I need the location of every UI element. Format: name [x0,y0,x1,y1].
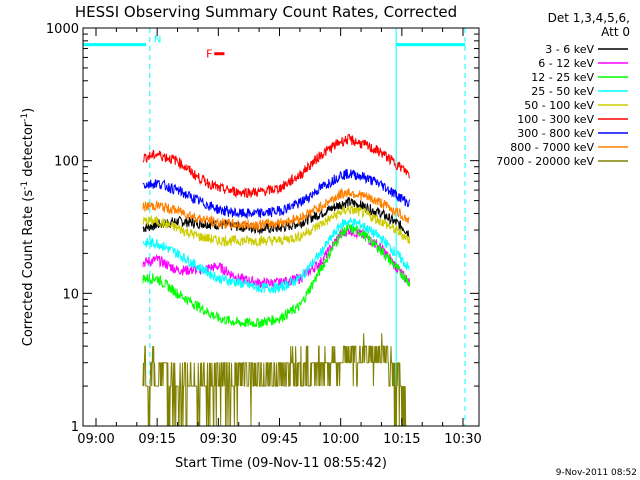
saa-label: N [154,34,161,45]
x-tick-label-5: 10:15 [383,432,420,447]
x-tick-label-0: 09:00 [77,432,114,447]
series-5 [142,133,411,199]
x-axis: 09:00 09:15 09:30 09:45 10:00 10:15 10:30 [77,28,482,447]
legend-label-4: 50 - 100 keV [524,99,594,112]
series-3 [142,217,411,295]
legend-label-2: 12 - 25 keV [531,71,594,84]
x-tick-label-4: 10:00 [322,432,359,447]
legend-header-line2: Att 0 [601,25,630,39]
series-4 [142,204,411,248]
legend-label-6: 300 - 800 keV [517,127,594,140]
series-line-0 [142,197,410,239]
legend-label-8: 7000 - 20000 keV [496,155,594,168]
legend-label-5: 100 - 300 keV [517,113,594,126]
series-line-3 [142,217,411,295]
series-line-4 [142,204,411,248]
series-6 [142,168,411,220]
legend-label-0: 3 - 6 keV [545,43,594,56]
flare-label: F [206,47,212,60]
x-axis-label: Start Time (09-Nov-11 08:55:42) [175,456,387,471]
x-tick-label-1: 09:15 [138,432,175,447]
x-tick-label-3: 09:45 [261,432,298,447]
series-line-6 [142,168,411,220]
chart-title: HESSI Observing Summary Count Rates, Cor… [75,3,457,21]
plot-frame [82,27,480,427]
series-line-5 [142,133,411,199]
series-7 [142,187,410,232]
x-tick-label-6: 10:30 [444,432,481,447]
legend-header-line1: Det 1,3,4,5,6, [548,11,630,25]
y-tick-label-3: 1000 [46,22,79,37]
series-0 [142,197,410,239]
y-axis-label: Corrected Count Rate (s-1 detector-1) [20,108,36,346]
y-tick-label-2: 100 [54,155,79,170]
y-tick-label-1: 10 [62,287,79,302]
series-line-2 [142,223,411,329]
y-tick-label-0: 1 [71,420,79,435]
legend-label-1: 6 - 12 keV [538,57,594,70]
series-2 [142,223,411,329]
legend-label-7: 800 - 7000 keV [510,141,594,154]
footer-timestamp: 9-Nov-2011 08:52 [556,468,637,478]
x-tick-label-2: 09:30 [200,432,237,447]
y-axis: 1 10 100 1000 [46,22,479,435]
legend-label-3: 25 - 50 keV [531,85,594,98]
series-line-7 [142,187,410,232]
plot-area: NF [83,28,466,427]
